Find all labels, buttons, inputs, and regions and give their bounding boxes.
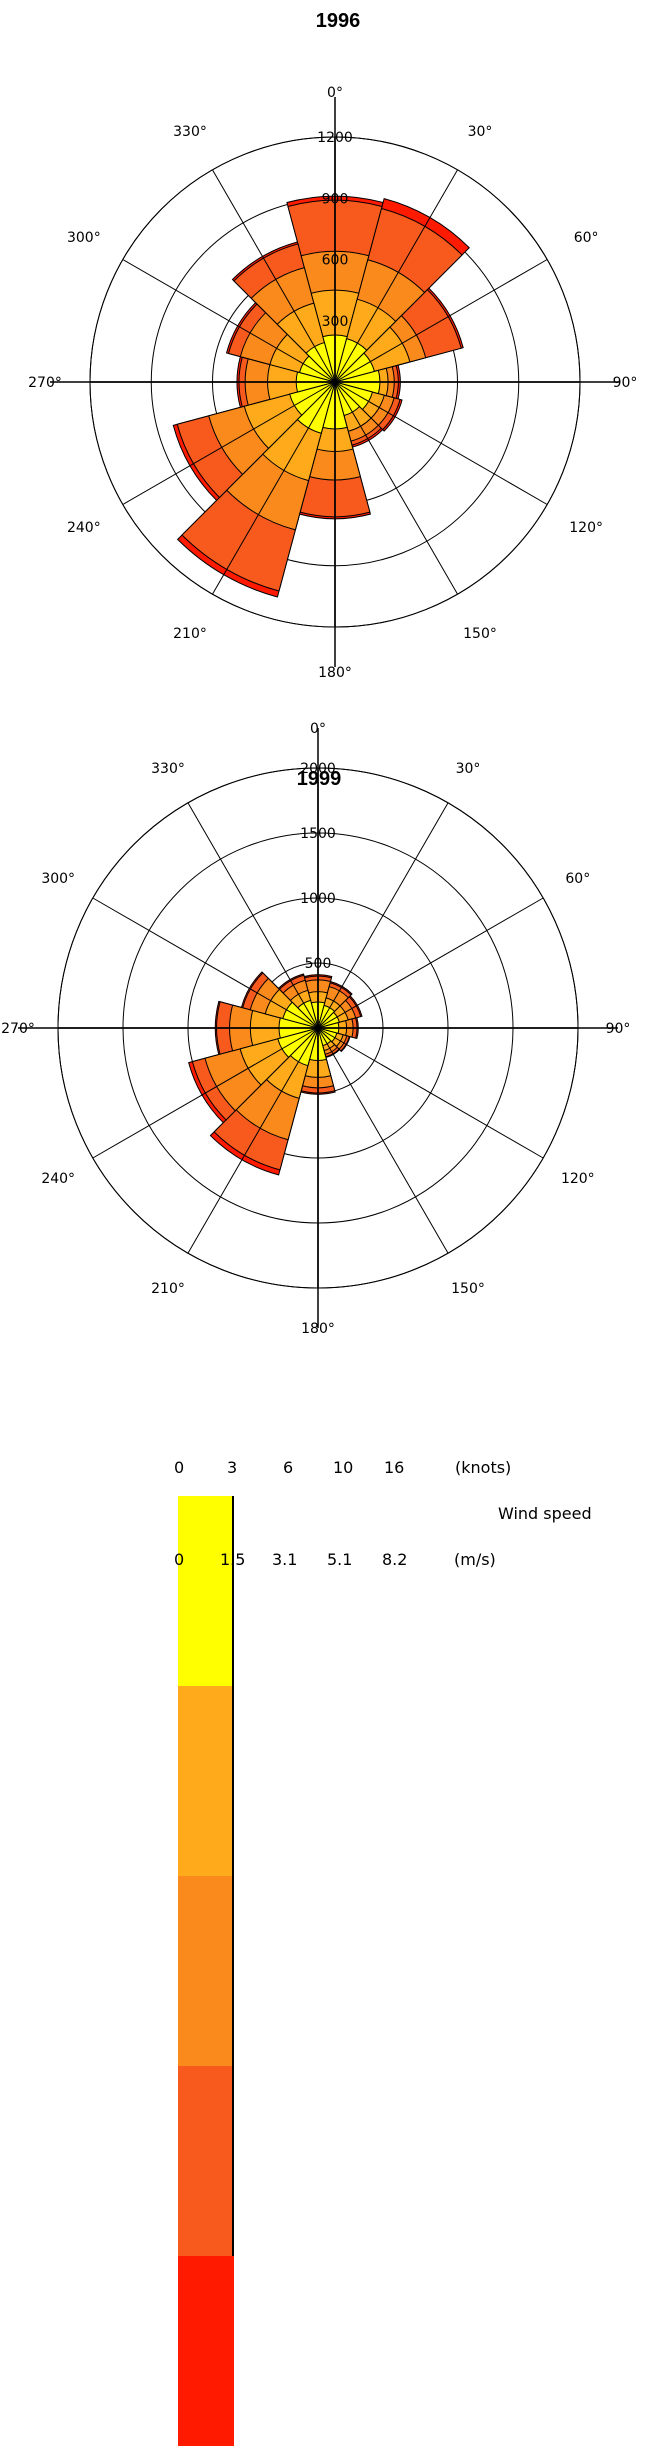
spoke-1999-240 [92,1027,319,1159]
angle-label-1996-240: 240° [67,520,101,536]
radial-tick-1996-1: 600 [322,253,349,269]
knots-tick-3: 10 [333,1458,354,1477]
spoke-1996-150 [334,381,458,595]
angle-label-1996-150: 150° [463,626,497,642]
angle-label-1999-300: 300° [41,871,75,887]
ms-tick-3: 5.1 [327,1550,353,1569]
swatch-3 [178,2066,234,2256]
angle-label-1996-60: 60° [574,230,599,246]
angle-label-1996-300: 300° [67,230,101,246]
wind-rose-1999: 500 1000 1500 2000 0° 30° 60° 90° 120° 150° 180° 21… [1,721,631,1337]
wind-rose-1996: 300 600 900 1200 0° 30° 60° 90° 120° 150° 180° 210°… [28,85,638,681]
ms-tick-0: 0 [174,1550,185,1569]
knots-tick-0: 0 [174,1458,185,1477]
angle-label-1996-90: 90° [613,375,638,391]
angle-label-1996-0: 0° [327,85,343,101]
angle-label-1999-210: 210° [151,1281,185,1297]
radial-tick-1996-3: 1200 [317,130,353,146]
outer-ring-1996 [89,136,581,628]
spoke-1999-120 [317,1027,544,1159]
radial-tick-1996-2: 900 [322,191,349,207]
radial-tick-1999-2: 1500 [300,826,336,842]
spoke-1996-120 [334,381,548,505]
spoke-1999-60 [317,897,544,1029]
angle-label-1999-0: 0° [310,721,326,737]
spoke-1996-60 [334,259,548,383]
angle-label-1999-240: 240° [41,1171,75,1187]
angle-label-1999-270: 270° [1,1021,35,1037]
angle-label-1996-120: 120° [569,520,603,536]
angle-label-1999-30: 30° [456,761,481,777]
outer-ring-1999 [57,767,579,1289]
chart-title-1996: 1996 [315,10,361,32]
angle-label-1996-270: 270° [28,375,62,391]
spoke-1996-30 [334,169,458,383]
ms-unit: (m/s) [454,1550,496,1569]
spoke-1999-30 [317,802,449,1029]
ms-tick-2: 3.1 [272,1550,298,1569]
spoke-1999-330 [187,802,319,1029]
angle-label-1996-180: 180° [318,665,352,681]
angle-label-1999-150: 150° [451,1281,485,1297]
spoke-1999-300 [92,897,319,1029]
knots-tick-1: 3 [227,1458,238,1477]
knots-tick-2: 6 [283,1458,294,1477]
spoke-1999-150 [317,1027,449,1254]
angle-label-1999-180: 180° [301,1321,335,1337]
angle-label-1999-330: 330° [151,761,185,777]
spoke-1996-300 [122,259,336,383]
ms-tick-4: 8.2 [382,1550,408,1569]
knots-tick-4: 16 [384,1458,405,1477]
ms-tick-1: 1.5 [220,1550,246,1569]
radial-tick-1996-0: 300 [322,314,349,330]
radial-tick-1999-0: 500 [305,956,332,972]
legend-label: Wind speed [498,1504,592,1523]
spoke-1996-330 [212,169,336,383]
angle-label-1999-60: 60° [565,871,590,887]
radial-tick-1999-3: 2000 [300,761,336,777]
swatch-2 [178,1876,234,2066]
angle-label-1999-120: 120° [561,1171,595,1187]
angle-label-1996-210: 210° [173,626,207,642]
chart-title-1999: 1999 [296,768,342,790]
swatch-4 [178,2256,234,2446]
knots-unit: (knots) [455,1458,512,1477]
angle-label-1996-30: 30° [468,124,493,140]
spoke-1999-210 [187,1027,319,1254]
spoke-1996-240 [122,381,336,505]
angle-label-1996-330: 330° [173,124,207,140]
spoke-1996-210 [212,381,336,595]
angle-label-1999-90: 90° [606,1021,631,1037]
radial-tick-1999-1: 1000 [300,891,336,907]
